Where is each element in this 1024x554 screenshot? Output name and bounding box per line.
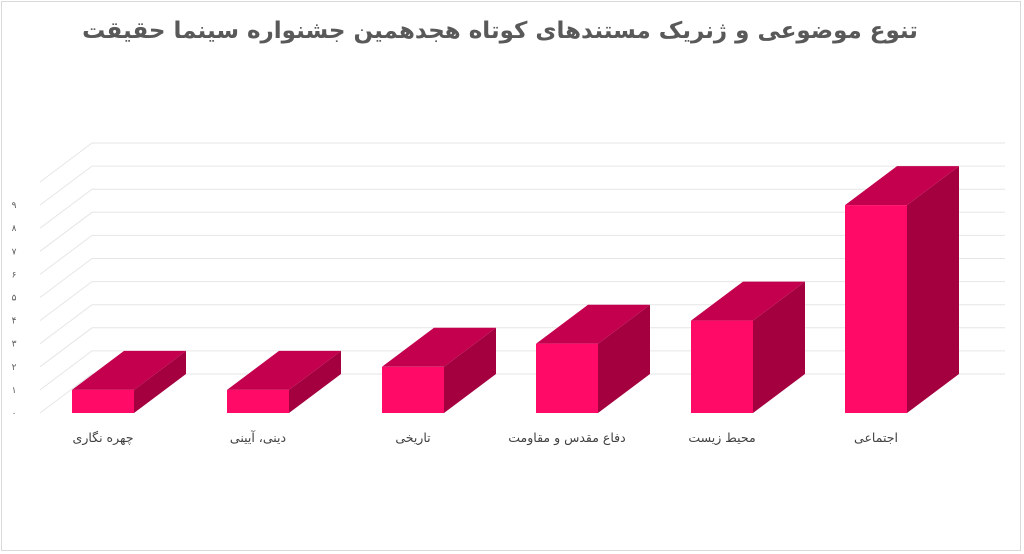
grid-line — [39, 281, 1005, 321]
y-tick-label: ۲ — [12, 363, 17, 373]
y-tick-label: ۴ — [12, 317, 17, 327]
bar — [72, 350, 186, 413]
bar — [845, 166, 959, 413]
bar — [227, 350, 341, 413]
bar-side — [289, 350, 341, 413]
bar-top — [382, 327, 496, 367]
y-tick-label: ۹ — [12, 201, 17, 211]
category-label: تاریخی — [395, 430, 431, 446]
category-labels: چهره نگاری دینی، آیینی تاریخی دفاع مقدس و م… — [73, 430, 898, 446]
bar-front — [691, 320, 753, 413]
bar-top — [536, 304, 650, 344]
y-tick-label: ۸ — [12, 224, 17, 234]
grid-line — [39, 211, 1005, 252]
bar-front — [536, 343, 598, 413]
bar-front — [845, 205, 907, 413]
y-axis-ticks: ۰ ۱ ۲ ۳ ۴ ۵ ۶ ۷ ۸ ۹ — [12, 201, 17, 419]
category-label: محیط زیست — [688, 430, 755, 446]
bar-top — [72, 350, 186, 390]
category-label: دفاع مقدس و مقاومت — [508, 430, 625, 446]
bar-top — [845, 166, 959, 206]
y-tick-label: ۶ — [12, 270, 17, 280]
category-label: اجتماعی — [854, 430, 898, 445]
bar-side — [444, 327, 496, 413]
bar-front — [72, 389, 134, 413]
grid-line — [39, 304, 1005, 345]
grid-line — [39, 142, 1005, 183]
grid-line — [39, 188, 1005, 229]
bar-front — [382, 366, 444, 413]
bars — [72, 166, 959, 413]
bar — [536, 304, 650, 413]
bar-side — [753, 281, 805, 413]
y-tick-label: ۱ — [12, 386, 17, 396]
grid-line — [39, 258, 1005, 298]
bar — [691, 281, 805, 413]
bar-front — [227, 389, 289, 413]
grid-line — [39, 165, 1005, 206]
chart-title: تنوع موضوعی و ژنریک مستندهای کوتاه هجدهم… — [82, 18, 918, 44]
bar-side — [598, 304, 650, 413]
grid-line — [39, 234, 1005, 275]
bar — [382, 327, 496, 413]
bar-side — [134, 350, 186, 413]
category-label: چهره نگاری — [73, 430, 134, 446]
category-label: دینی، آیینی — [230, 430, 286, 445]
bar-top — [227, 350, 341, 390]
y-tick-label: ۳ — [12, 340, 17, 350]
y-tick-label: ۵ — [12, 294, 17, 304]
y-tick-label: ۷ — [12, 247, 17, 257]
y-tick-label: ۰ — [12, 409, 17, 419]
bar-top — [691, 281, 805, 321]
bar-side — [907, 166, 959, 413]
